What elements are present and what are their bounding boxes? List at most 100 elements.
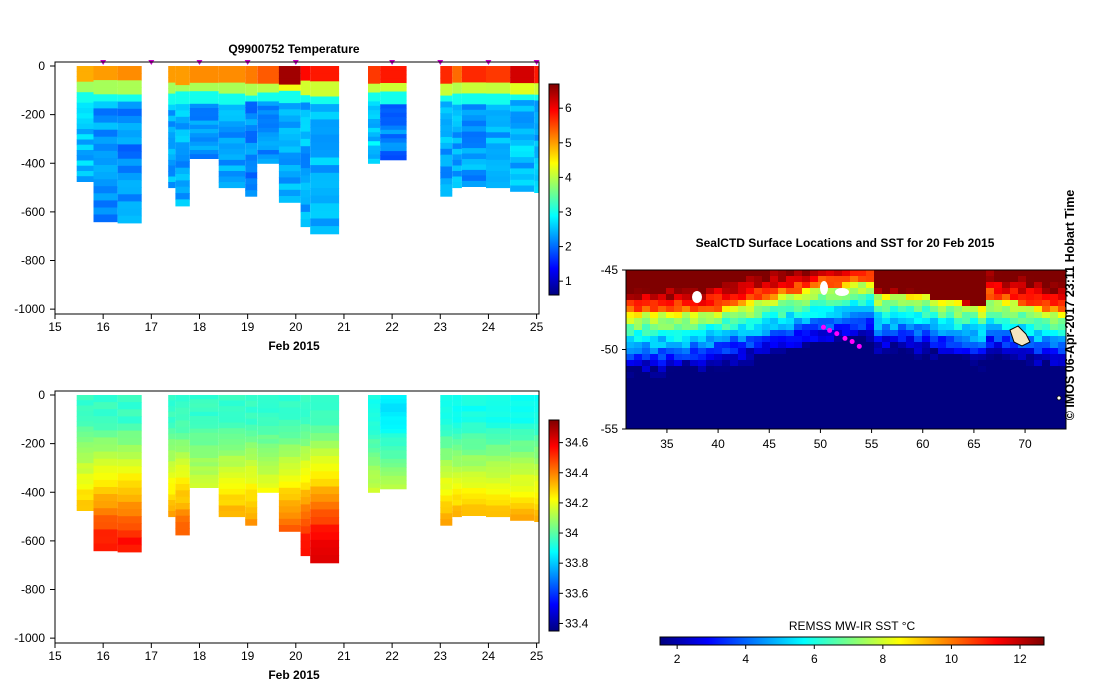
sst-pixel [906,324,914,330]
profile-cell [368,101,380,107]
profile-cell [534,77,539,84]
sst-pixel [746,342,754,348]
profile-cell [461,411,486,418]
profile-cell [218,154,246,161]
sst-pixel [714,330,722,336]
profile-cell [76,176,94,182]
profile-cell [486,159,511,166]
sst-pixel [858,408,866,414]
sst-pixel [690,354,698,360]
sst-pixel [682,288,690,294]
sst-pixel [826,390,834,396]
sst-pixel [634,402,642,408]
profile-cell [534,418,539,425]
sst-pixel [666,408,674,414]
seal-location [834,331,840,337]
profile-cell [189,424,219,430]
sst-pixel [826,288,834,294]
profile-cell [218,159,246,166]
sst-pixel [762,384,770,390]
sst-pixel [802,360,810,366]
profile-cell [168,71,176,78]
x-tick-label: 19 [241,649,255,663]
sst-pixel [946,384,954,390]
sst-pixel [994,408,1002,414]
profile-cell [452,500,462,507]
profile-cell [168,143,176,150]
sst-pixel [938,360,946,366]
sst-pixel [930,354,938,360]
sst-pixel [850,408,858,414]
sst-pixel [890,312,898,318]
sst-pixel [858,282,866,288]
profile-cell [461,180,486,187]
sst-pixel [978,342,986,348]
sst-pixel [778,366,786,372]
sst-pixel [706,390,714,396]
sst-pixel [954,402,962,408]
sst-pixel [898,360,906,366]
profile-column [534,395,539,522]
sst-pixel [650,408,658,414]
sst-pixel [834,408,842,414]
profile-cell [440,424,453,432]
profile-cell [175,78,190,86]
sst-pixel [962,378,970,384]
profile-cell [486,115,511,122]
sst-pixel [730,354,738,360]
sst-pixel [778,306,786,312]
sst-pixel [746,408,754,414]
profile-cell [368,465,380,471]
profile-cell [368,483,380,489]
profile-cell [534,504,539,511]
sst-pixel [1002,300,1010,306]
sst-pixel [738,312,746,318]
profile-cell [510,179,535,187]
profile-cell [534,515,539,522]
profile-cell [189,411,219,417]
sst-pixel [986,318,994,324]
profile-cell [245,489,258,497]
sst-pixel [658,288,666,294]
map-latitude-axis: -45-50-55 [601,263,626,436]
profile-cell [257,154,279,160]
sst-pixel [698,336,706,342]
sst-pixel [962,360,970,366]
sst-pixel [786,402,794,408]
profile-cell [168,182,176,189]
profile-cell [300,190,311,198]
profile-cell [117,487,142,496]
sst-pixel [930,312,938,318]
profile-cell [218,182,246,189]
profile-cell [368,417,380,423]
sst-pixel [890,390,898,396]
profile-cell [189,99,219,105]
profile-cell [486,148,511,155]
sst-pixel [1002,324,1010,330]
profile-cell [93,200,118,209]
sst-pixel [682,408,690,414]
sst-pixel [818,300,826,306]
profile-cell [257,421,279,427]
profile-cell [380,395,407,400]
sst-pixel [826,378,834,384]
profile-cell [534,112,539,119]
sst-pixel [754,396,762,402]
profile-cell [310,501,340,510]
profile-cell [245,460,258,467]
sst-pixel [874,306,882,312]
profile-cell [380,134,407,139]
profile-cell [117,108,142,117]
sst-pixel [842,282,850,288]
profile-cell [452,422,462,429]
x-tick-label: 20 [289,320,303,334]
profile-cell [510,423,535,430]
profile-cell [175,161,190,169]
x-tick-label: 21 [337,320,351,334]
sst-pixel [818,390,826,396]
seal-location [842,335,848,341]
sst-pixel [690,360,698,366]
sst-pixel [626,324,634,330]
sst-pixel [890,276,898,282]
sst-pixel [1034,396,1042,402]
